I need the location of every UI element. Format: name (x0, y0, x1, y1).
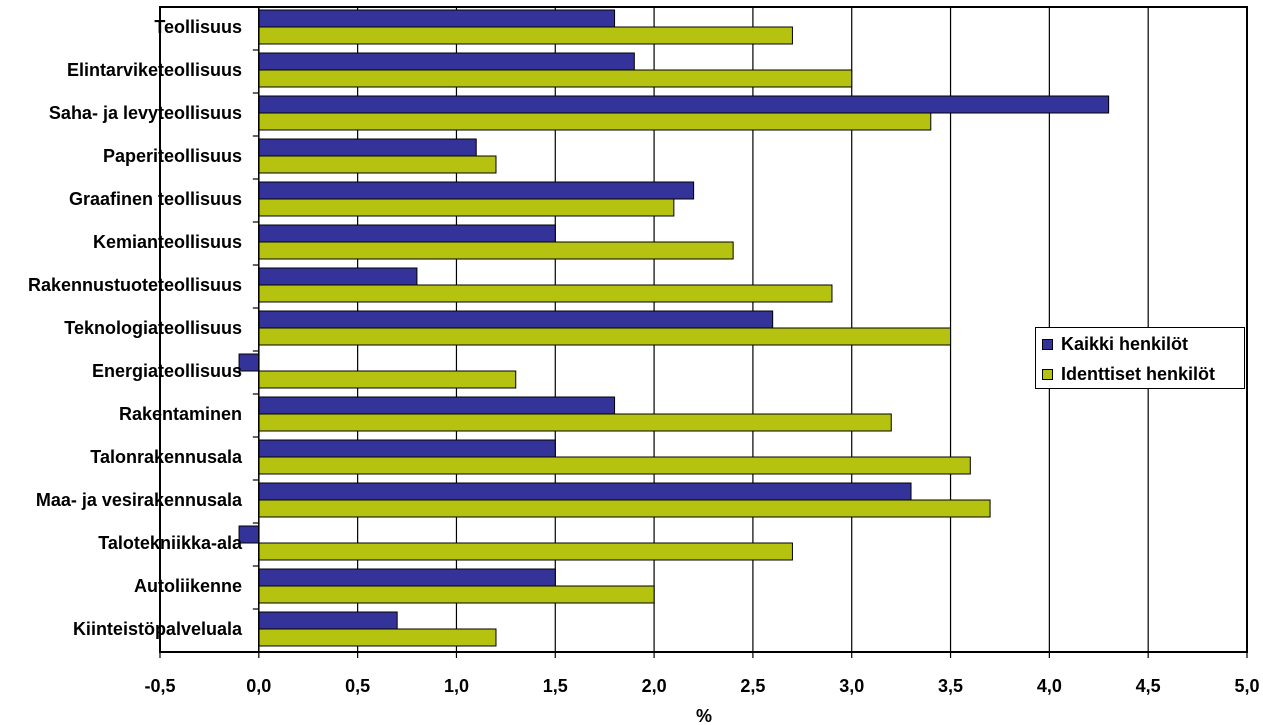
bar-identtiset (258, 628, 497, 647)
x-tick-label: 0,5 (345, 676, 370, 696)
legend-label-kaikki: Kaikki henkilöt (1061, 333, 1189, 354)
x-axis-title: % (696, 706, 712, 725)
legend-swatch-kaikki (1042, 338, 1053, 350)
x-tick-label: 2,5 (740, 676, 765, 696)
category-label: Rakennustuoteteollisuus (28, 275, 242, 295)
legend: Kaikki henkilöt Identtiset henkilöt (1035, 327, 1245, 389)
category-label: Kiinteistöpalveluala (73, 619, 243, 639)
category-label: Teollisuus (154, 17, 242, 37)
bar-identtiset (258, 370, 517, 389)
category-label: Teknologiateollisuus (64, 318, 242, 338)
bar-kaikki (258, 568, 556, 587)
bar-kaikki (258, 138, 477, 157)
x-tick-label: 5,0 (1234, 676, 1259, 696)
x-tick-label: 1,5 (543, 676, 568, 696)
category-label: Elintarviketeollisuus (67, 60, 242, 80)
bar-kaikki (258, 267, 418, 286)
bar-identtiset (258, 241, 734, 260)
x-tick-label: 0,0 (246, 676, 271, 696)
bar-kaikki (258, 224, 556, 243)
category-label: Energiateollisuus (92, 361, 242, 381)
bar-identtiset (258, 26, 793, 45)
bar-identtiset (258, 499, 991, 518)
bar-kaikki (258, 611, 398, 630)
category-label: Rakentaminen (119, 404, 242, 424)
bar-identtiset (258, 112, 932, 131)
bar-kaikki (258, 95, 1110, 114)
plot-frame (159, 6, 1248, 658)
bar-kaikki (258, 9, 616, 28)
x-tick-label: 4,0 (1037, 676, 1062, 696)
x-tick-label: 3,5 (938, 676, 963, 696)
bar-kaikki (258, 310, 774, 329)
x-tick-label: 1,0 (444, 676, 469, 696)
x-tick-label: -0,5 (144, 676, 175, 696)
category-label: Talonrakennusala (90, 447, 243, 467)
x-tick-labels: -0,5 0,0 0,5 1,0 1,5 2,0 2,5 3,0 3,5 4,0 4,5 5,0 (144, 676, 1259, 696)
category-labels: Teollisuus Elintarviketeollisuus Saha- ja … (28, 17, 243, 639)
x-tick-label: 2,0 (642, 676, 667, 696)
bar-identtiset (258, 327, 952, 346)
legend-item-kaikki: Kaikki henkilöt (1042, 333, 1188, 355)
legend-item-identtiset: Identtiset henkilöt (1042, 363, 1215, 385)
bar-kaikki (258, 482, 912, 501)
bar-identtiset (258, 456, 971, 475)
bar-identtiset (258, 155, 497, 174)
bar-identtiset (258, 585, 655, 604)
bar-kaikki (238, 353, 260, 372)
bars (238, 9, 1110, 647)
bar-identtiset (258, 542, 793, 561)
bar-kaikki (258, 439, 556, 458)
bar-kaikki (258, 52, 635, 71)
category-label: Maa- ja vesirakennusala (36, 490, 243, 510)
category-label: Graafinen teollisuus (69, 189, 242, 209)
bar-kaikki (258, 396, 616, 415)
bar-identtiset (258, 69, 853, 88)
category-label: Paperiteollisuus (103, 146, 242, 166)
bar-kaikki (258, 181, 695, 200)
x-tick-label: 4,5 (1136, 676, 1161, 696)
legend-swatch-identtiset (1042, 368, 1053, 380)
category-label: Kemianteollisuus (93, 232, 242, 252)
category-label: Saha- ja levyteollisuus (49, 103, 242, 123)
legend-label-identtiset: Identtiset henkilöt (1061, 363, 1216, 384)
bar-kaikki (238, 525, 260, 544)
x-tick-label: 3,0 (839, 676, 864, 696)
category-label: Talotekniikka-ala (98, 533, 243, 553)
plot-border (159, 6, 1248, 653)
bar-identtiset (258, 284, 833, 303)
bar-identtiset (258, 413, 892, 432)
category-label: Autoliikenne (134, 576, 242, 596)
bar-identtiset (258, 198, 675, 217)
